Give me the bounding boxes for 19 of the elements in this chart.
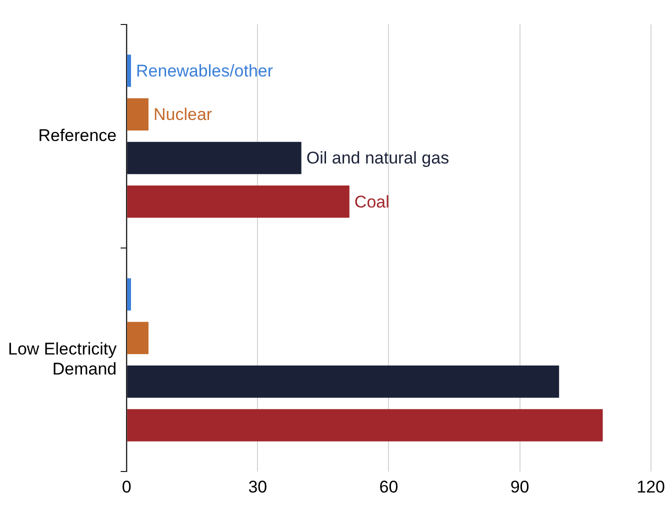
series-label: Coal [354, 192, 390, 212]
x-tick-label: 30 [248, 477, 268, 496]
bar [127, 185, 350, 218]
bar [127, 278, 132, 311]
bar [127, 98, 148, 131]
series-label: Oil and natural gas [306, 148, 450, 168]
bar [127, 322, 148, 354]
bar [127, 54, 132, 87]
bar [127, 365, 560, 398]
bar [127, 409, 603, 442]
y-tick-label: Reference [38, 126, 117, 145]
x-tick-label: 120 [636, 477, 666, 496]
x-tick-label: 90 [510, 477, 530, 496]
bar [127, 142, 302, 174]
y-tick-label: Low Electricity Demand [8, 339, 118, 379]
series-label: Nuclear [153, 105, 212, 124]
series-label: Renewables/other [136, 61, 274, 80]
x-tick-label: 0 [122, 477, 132, 496]
x-tick-label: 60 [379, 477, 398, 496]
